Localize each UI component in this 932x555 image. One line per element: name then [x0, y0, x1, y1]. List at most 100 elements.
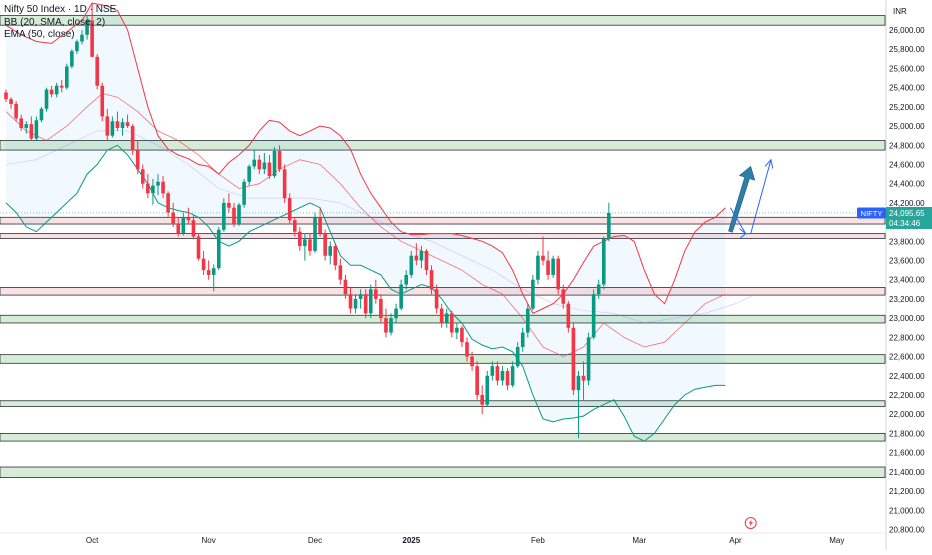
candle	[4, 89, 8, 103]
candle	[257, 154, 262, 175]
candle-body	[85, 20, 89, 35]
candle-body	[460, 327, 464, 343]
candle-body	[485, 375, 490, 405]
candle-body	[206, 270, 211, 275]
candle	[171, 202, 175, 227]
candle-body	[222, 202, 226, 230]
candle	[19, 114, 23, 131]
candle	[14, 101, 18, 122]
candle	[222, 198, 226, 232]
candle	[262, 152, 267, 175]
candle-body	[525, 308, 530, 333]
candle	[196, 233, 201, 261]
x-tick-label: Oct	[86, 536, 99, 545]
candle	[313, 212, 317, 253]
candle-body	[546, 260, 550, 275]
y-tick-label: 26,000.00	[889, 26, 925, 35]
candle	[100, 82, 105, 122]
projection-path	[730, 159, 772, 235]
candle	[308, 233, 312, 256]
candle	[29, 116, 34, 141]
candle-body	[374, 289, 378, 299]
candle-body	[287, 198, 292, 221]
candle-body	[348, 294, 353, 309]
candle-body	[201, 258, 206, 271]
candle-body	[247, 166, 251, 182]
candle-body	[166, 193, 170, 213]
candle-body	[54, 85, 59, 95]
y-tick-label: 22,800.00	[889, 333, 925, 342]
candle-body	[100, 85, 105, 117]
candle-body	[414, 255, 419, 261]
candle-body	[353, 298, 358, 309]
candle-body	[64, 66, 69, 88]
candle-body	[171, 212, 175, 225]
candle-body	[186, 217, 191, 221]
candle-body	[19, 118, 23, 128]
candle	[90, 3, 94, 57]
candle	[379, 294, 383, 323]
y-tick-label: 23,600.00	[889, 257, 925, 266]
candle	[399, 279, 403, 311]
y-tick-label: 22,200.00	[889, 391, 925, 400]
y-tick-label: 24,800.00	[889, 141, 925, 150]
candle-body	[227, 202, 231, 208]
candle	[287, 193, 292, 225]
y-tick-label: 20,800.00	[889, 525, 925, 534]
candle	[232, 202, 236, 227]
candle	[328, 241, 333, 265]
candle	[135, 140, 140, 175]
candle	[146, 174, 150, 199]
candle-body	[125, 122, 130, 127]
candle	[105, 108, 110, 141]
y-tick-label: 24,200.00	[889, 199, 925, 208]
zone-support-9	[0, 466, 886, 478]
candle-body	[318, 217, 322, 234]
candle	[384, 308, 388, 338]
candle	[115, 111, 120, 131]
candle	[536, 250, 540, 285]
candle-body	[500, 370, 505, 381]
candle	[211, 264, 216, 292]
candle-body	[135, 150, 140, 170]
candle-body	[465, 342, 469, 357]
candle-body	[75, 41, 79, 52]
candle-body	[232, 207, 236, 225]
price-tag-countdown: 04:34:46	[889, 219, 921, 228]
candle-body	[394, 308, 398, 319]
y-tick-label: 21,400.00	[889, 468, 925, 477]
zone-support-8	[0, 433, 886, 442]
candle-body	[49, 89, 54, 95]
legend-ema[interactable]: EMA (50, close)	[4, 29, 75, 40]
y-tick-label: 21,800.00	[889, 429, 925, 438]
candle-body	[252, 159, 257, 167]
candle-body	[176, 224, 181, 234]
candle	[272, 147, 277, 178]
candle-body	[379, 298, 383, 319]
candle	[80, 30, 84, 45]
candle-body	[257, 159, 262, 170]
candle	[495, 361, 500, 386]
candle-body	[551, 258, 555, 275]
candle	[242, 178, 246, 208]
candle-body	[399, 284, 403, 309]
candle-body	[450, 313, 454, 333]
candle-body	[409, 255, 414, 275]
candle	[546, 250, 550, 280]
candle-body	[581, 375, 586, 381]
candle-body	[272, 151, 277, 176]
candle-body	[237, 204, 241, 225]
legend-bb[interactable]: BB (20, SMA, close, 2)	[4, 16, 106, 28]
candle	[298, 226, 302, 251]
candle	[70, 49, 74, 69]
candle-body	[571, 327, 576, 391]
candle-body	[343, 279, 348, 295]
candle-body	[607, 212, 611, 239]
candle-body	[196, 236, 201, 259]
projection-arrowhead	[764, 158, 774, 169]
candle-body	[601, 238, 606, 285]
legend-title[interactable]: Nifty 50 Index · 1D · NSE	[4, 4, 117, 15]
candle-body	[146, 183, 150, 194]
